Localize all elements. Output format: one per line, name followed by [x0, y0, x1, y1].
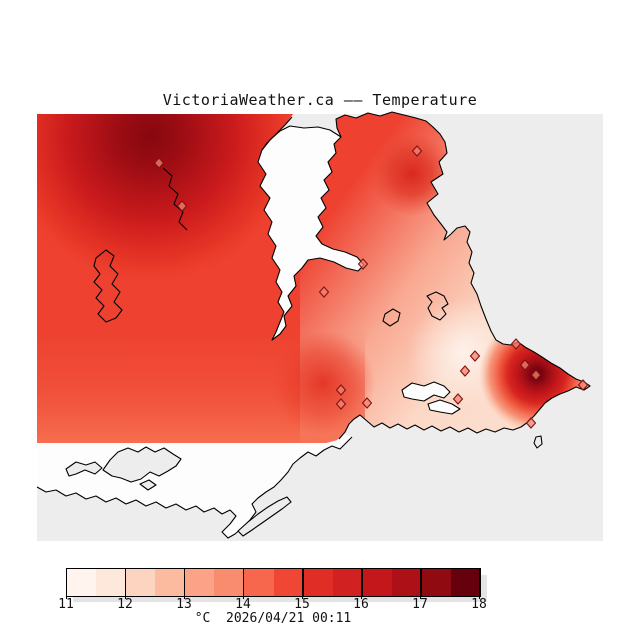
white-lakes: [401, 381, 461, 415]
legend-tick-label: 13: [176, 597, 192, 612]
legend-color-cell: [332, 569, 362, 596]
lake-east-b: [427, 399, 461, 415]
legend-color-cell: [361, 569, 392, 596]
legend-tick-label: 18: [471, 597, 487, 612]
legend-color-cell: [125, 569, 156, 596]
islet-outline-b: [426, 291, 449, 321]
legend-color-cell: [451, 569, 481, 596]
legend-tick-mark: [420, 568, 421, 599]
stations-group: [153, 145, 589, 429]
station-marker[interactable]: [176, 200, 188, 212]
legend-color-cell: [214, 569, 244, 596]
station-marker[interactable]: [577, 379, 589, 391]
legend-tick-mark: [66, 568, 67, 599]
station-marker[interactable]: [530, 369, 542, 381]
island-tiny: [139, 479, 157, 491]
legend-tick-label: 15: [294, 597, 310, 612]
island-skinny: [237, 496, 292, 537]
legend-color-cell: [420, 569, 452, 596]
station-marker[interactable]: [411, 145, 423, 157]
station-marker[interactable]: [519, 359, 531, 371]
lake-outlines: [93, 167, 449, 327]
legend-tick-mark: [184, 568, 185, 599]
station-marker[interactable]: [318, 286, 330, 298]
lake-east-a: [401, 381, 451, 402]
legend-tick-label: 14: [235, 597, 251, 612]
station-marker[interactable]: [361, 397, 373, 409]
legend-color-cell: [155, 569, 185, 596]
station-marker[interactable]: [452, 393, 464, 405]
lake-west: [93, 249, 123, 323]
station-marker[interactable]: [459, 365, 471, 377]
legend-color-cell: [96, 569, 126, 596]
sea-inlet-channel: [257, 125, 365, 341]
legend-tick-mark: [479, 568, 480, 599]
legend-color-cell: [184, 569, 215, 596]
legend-color-cell: [273, 569, 303, 596]
legend-tick-mark: [125, 568, 126, 599]
legend-caption: °C 2026/04/21 00:11: [194, 611, 352, 626]
coastline-mainland: [36, 436, 353, 539]
legend-tick-mark: [243, 568, 244, 599]
legend-tick-label: 17: [412, 597, 428, 612]
station-marker[interactable]: [525, 417, 537, 429]
legend-tick-label: 11: [58, 597, 74, 612]
station-marker[interactable]: [335, 384, 347, 396]
station-marker[interactable]: [335, 398, 347, 410]
islet-outline-a: [382, 308, 401, 327]
legend-tick-label: 12: [117, 597, 133, 612]
legend-tick-mark: [302, 568, 303, 599]
station-marker[interactable]: [510, 338, 522, 350]
legend-color-cell: [302, 569, 333, 596]
coastline-main: [261, 111, 591, 440]
legend-color-cell: [67, 569, 97, 596]
legend-colorbar: [66, 568, 481, 597]
island-southeast-tiny: [533, 435, 543, 449]
station-marker[interactable]: [469, 350, 481, 362]
inlet-squiggle: [162, 167, 188, 231]
island-large: [102, 446, 182, 483]
legend-color-cell: [391, 569, 421, 596]
island-sliver: [65, 461, 103, 477]
legend-tick-label: 16: [353, 597, 369, 612]
legend-tick-mark: [361, 568, 362, 599]
station-marker[interactable]: [357, 258, 369, 270]
station-marker[interactable]: [153, 157, 165, 169]
map-title: VictoriaWeather.ca –– Temperature: [162, 91, 478, 109]
islands: [65, 435, 543, 537]
legend-color-cell: [243, 569, 274, 596]
temperature-legend: 11 12 13 14 15 16 17 18 °C 2026/04/21 00:11: [58, 568, 487, 626]
